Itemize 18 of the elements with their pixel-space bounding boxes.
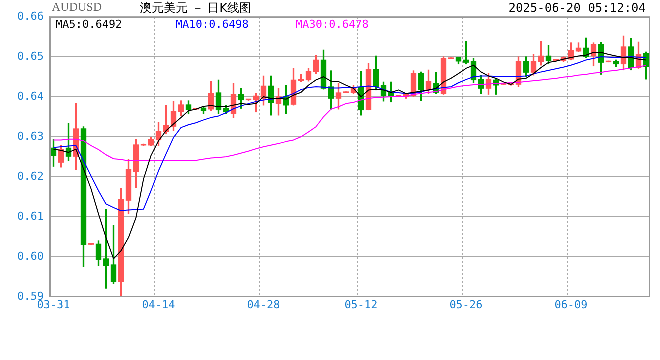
x-tick-label: 05-12	[344, 298, 378, 312]
y-tick-label: 0.65	[18, 50, 44, 63]
chart-subtitle: AUDUSD	[52, 0, 102, 15]
chart-title: 澳元美元 － 日K线图	[140, 0, 252, 17]
y-tick-label: 0.60	[18, 250, 44, 263]
text: MA5:0.6492	[56, 18, 124, 31]
text: MA30:0.6478	[296, 18, 370, 31]
x-tick-label: 06-09	[554, 298, 588, 312]
x-tick-label: 04-28	[247, 298, 280, 312]
y-tick-label: 0.62	[18, 170, 44, 183]
y-tick-label: 0.66	[18, 10, 44, 23]
text: 2025-06-20 05:12:04	[508, 1, 646, 15]
x-tick-label: 04-14	[142, 298, 176, 312]
x-tick-label: 05-26	[450, 298, 483, 312]
y-tick-label: 0.64	[18, 90, 44, 103]
y-tick-label: 0.63	[18, 130, 44, 143]
text: MA10:0.6498	[176, 18, 250, 31]
y-tick-label: 0.61	[18, 210, 44, 223]
